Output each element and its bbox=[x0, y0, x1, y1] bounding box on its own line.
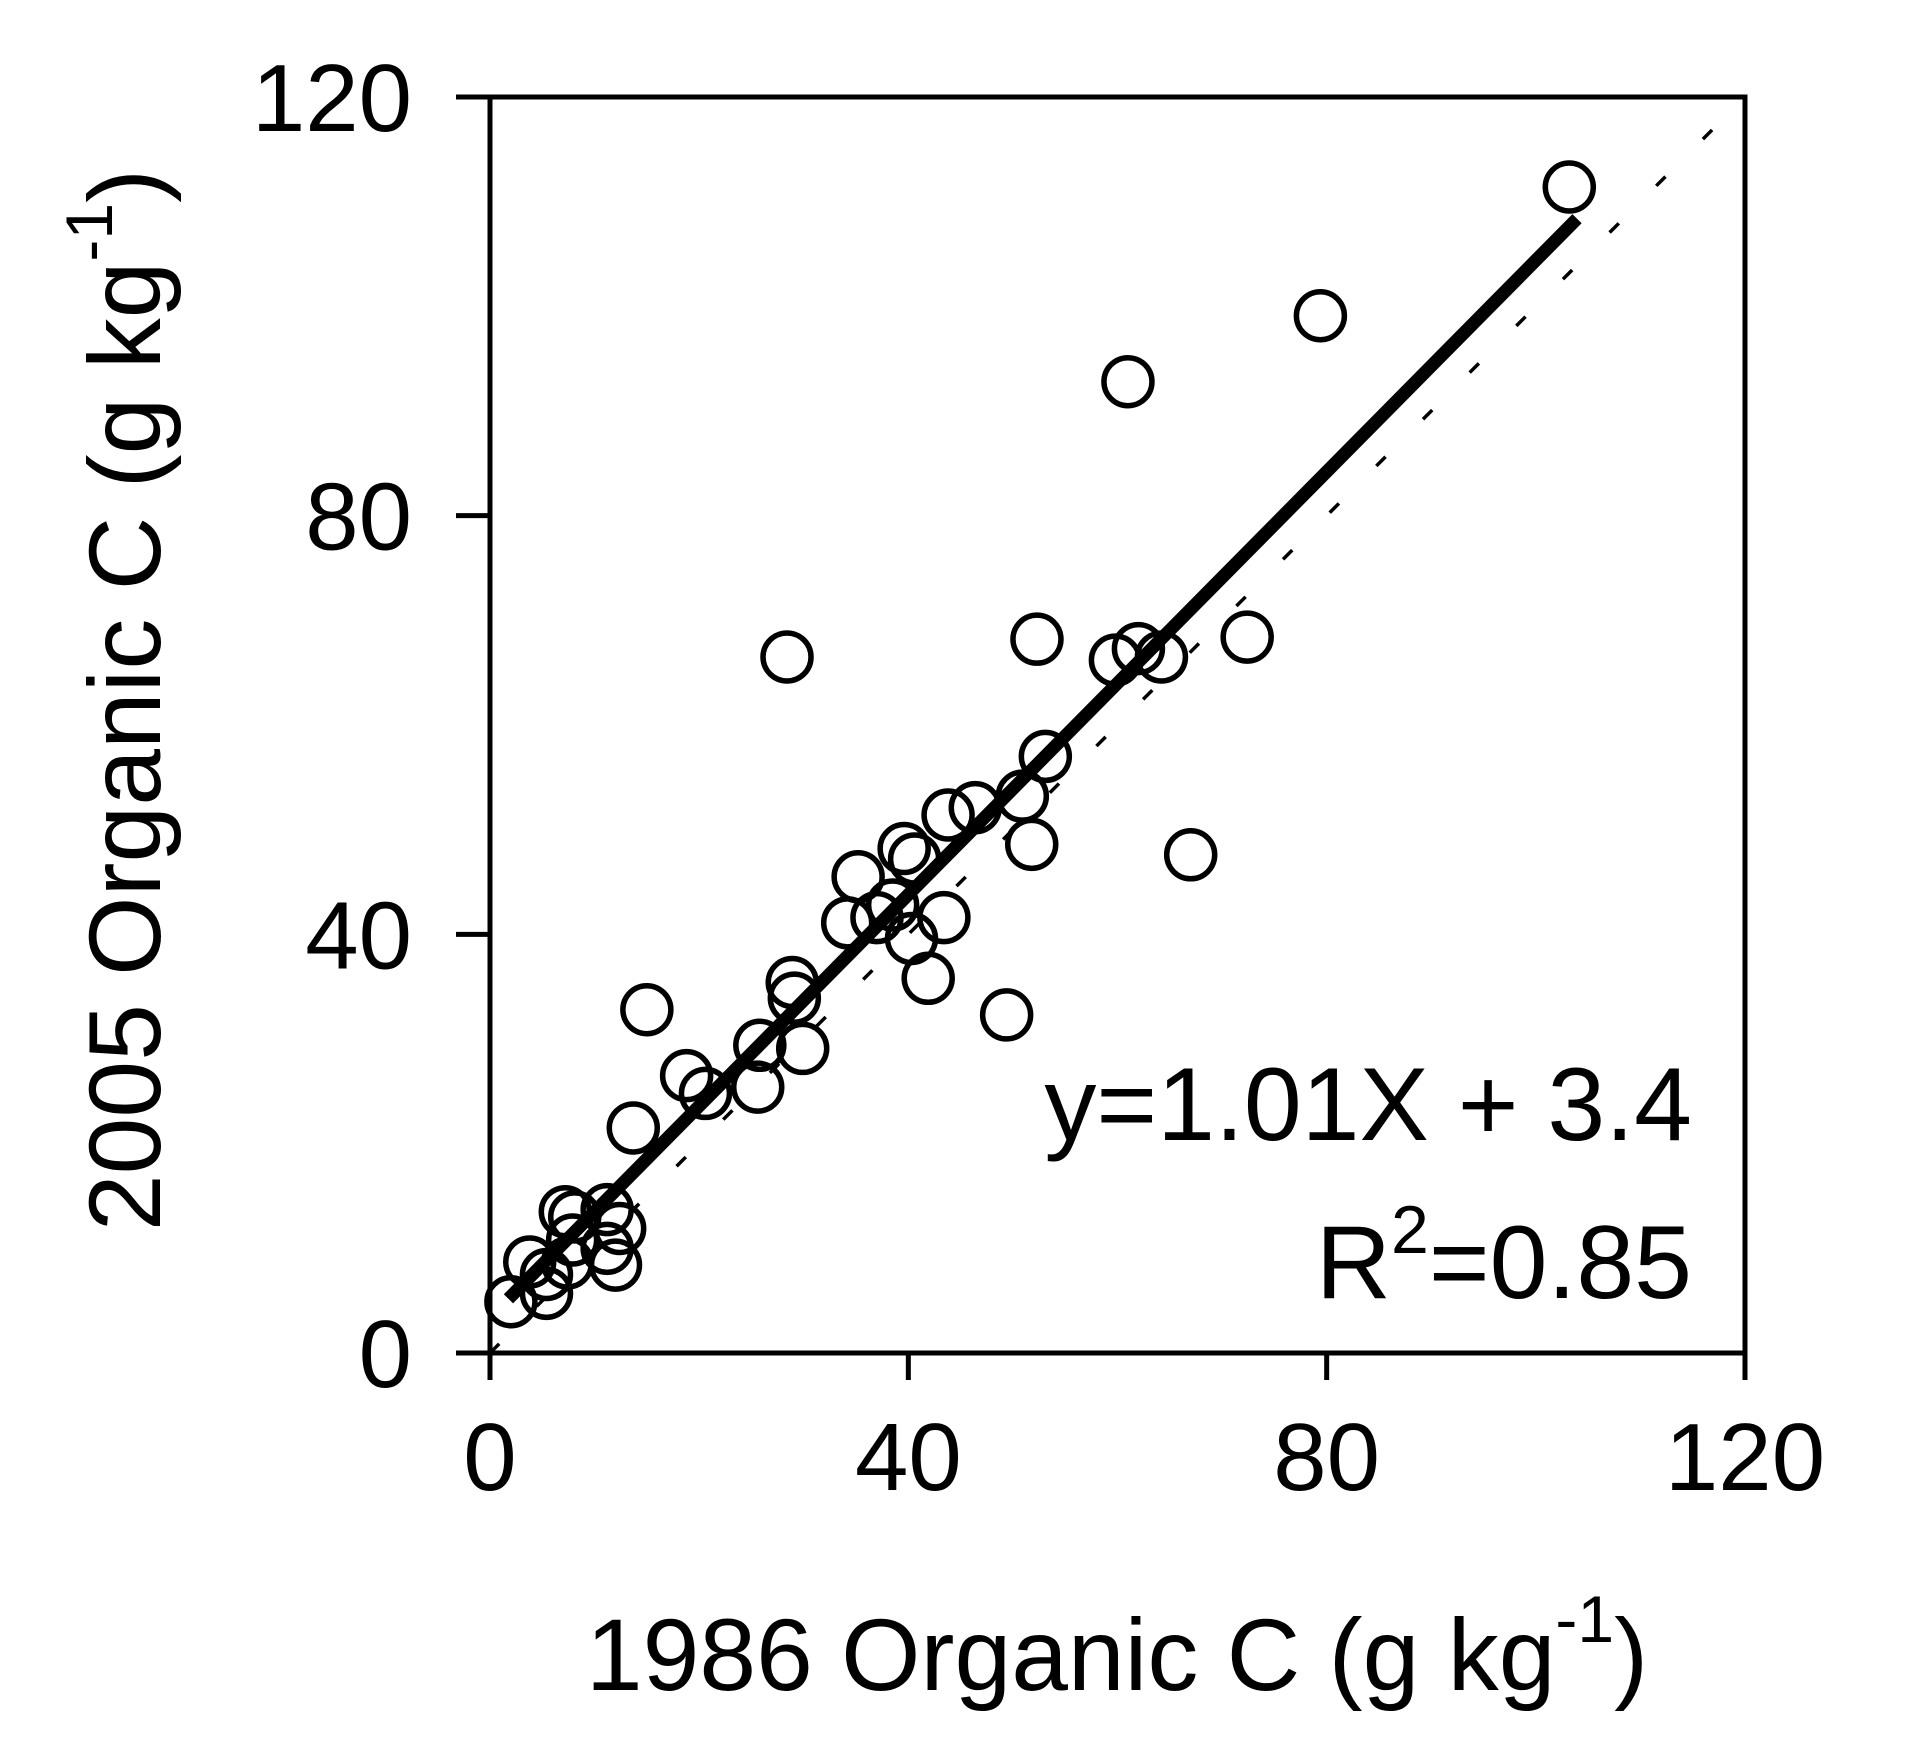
y-axis-title: 2005 Organic C (g kg-1) bbox=[52, 169, 182, 1231]
data-point bbox=[1293, 289, 1348, 343]
y-axis-title-main: 2005 Organic C (g kg bbox=[68, 262, 182, 1232]
r-squared-sup: 2 bbox=[1391, 1192, 1429, 1268]
x-axis-title-sup: -1 bbox=[1555, 1582, 1614, 1656]
x-tick-label: 80 bbox=[1273, 1404, 1380, 1511]
x-tick-label: 40 bbox=[855, 1404, 962, 1511]
data-point bbox=[1018, 729, 1073, 784]
y-tick-label: 40 bbox=[305, 882, 412, 989]
data-point bbox=[767, 971, 822, 1025]
y-axis-tick-labels: 0 40 80 120 bbox=[252, 45, 412, 1408]
r-squared-r: R bbox=[1316, 1205, 1391, 1321]
data-point bbox=[1220, 610, 1274, 664]
data-point bbox=[1134, 630, 1189, 684]
data-point bbox=[887, 832, 942, 886]
data-point bbox=[606, 1101, 661, 1155]
x-tick-label: 0 bbox=[463, 1404, 516, 1511]
data-point bbox=[979, 988, 1034, 1042]
data-point bbox=[502, 1235, 557, 1289]
y-axis-ticks bbox=[456, 94, 490, 1356]
data-point bbox=[538, 1184, 593, 1239]
regression-equation-label: y=1.01X + 3.4 bbox=[1044, 1047, 1692, 1163]
data-point bbox=[775, 1021, 830, 1076]
regression-line-path bbox=[503, 214, 1582, 1304]
data-point bbox=[1004, 817, 1059, 872]
y-axis-title-close: ) bbox=[68, 169, 182, 203]
data-point bbox=[730, 1060, 785, 1114]
data-point bbox=[620, 982, 674, 1037]
data-point bbox=[678, 1066, 733, 1121]
data-point bbox=[1542, 160, 1597, 214]
x-axis-title-close: ) bbox=[1614, 1598, 1648, 1712]
data-point bbox=[921, 788, 975, 842]
data-point bbox=[1101, 354, 1155, 409]
data-point bbox=[659, 1048, 714, 1103]
x-axis-title: 1986 Organic C (g kg-1) bbox=[586, 1582, 1648, 1712]
x-axis-tick-labels: 0 40 80 120 bbox=[463, 1404, 1825, 1511]
data-point bbox=[765, 955, 819, 1010]
y-tick-label: 120 bbox=[252, 45, 412, 152]
data-point bbox=[1010, 612, 1064, 666]
y-axis-title-sup: -1 bbox=[52, 203, 126, 262]
y-tick-label: 80 bbox=[305, 464, 412, 571]
data-points bbox=[484, 160, 1597, 1329]
data-point bbox=[1111, 621, 1166, 676]
data-point bbox=[760, 630, 814, 684]
identity-line-path bbox=[488, 95, 1747, 1355]
data-point bbox=[917, 890, 971, 945]
regression-line bbox=[503, 214, 1582, 1304]
data-point bbox=[733, 1018, 787, 1073]
data-point bbox=[588, 1238, 643, 1292]
r-squared-label: R2=0.85 bbox=[1316, 1192, 1692, 1321]
x-tick-label: 120 bbox=[1665, 1404, 1825, 1511]
r-squared-value: =0.85 bbox=[1429, 1205, 1692, 1321]
identity-line bbox=[488, 95, 1747, 1355]
data-point bbox=[877, 821, 931, 876]
y-tick-label: 0 bbox=[359, 1301, 412, 1408]
x-axis-ticks bbox=[487, 1353, 1748, 1380]
plot-frame bbox=[487, 94, 1748, 1356]
data-point bbox=[1163, 828, 1218, 882]
x-axis-title-main: 1986 Organic C (g kg bbox=[586, 1598, 1556, 1712]
data-point bbox=[865, 878, 920, 932]
